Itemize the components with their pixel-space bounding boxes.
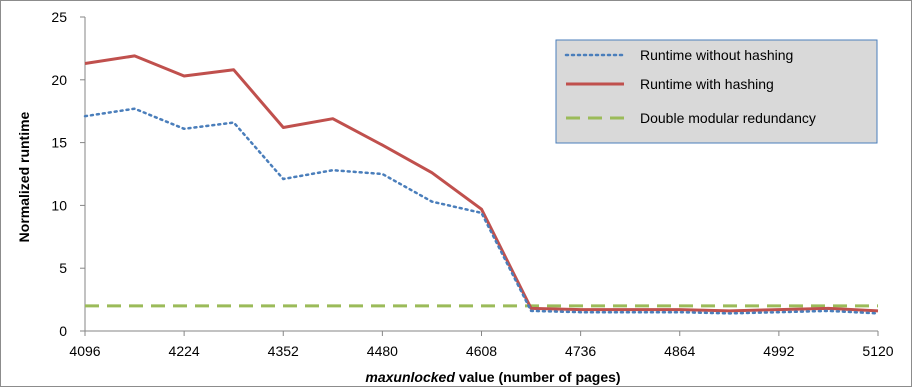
legend-items: Runtime without hashing Runtime with hash… bbox=[564, 47, 816, 126]
y-tick-label: 10 bbox=[51, 197, 67, 213]
y-tick-label: 25 bbox=[51, 9, 67, 25]
x-tick-label: 4480 bbox=[367, 343, 398, 359]
x-tick-label: 4992 bbox=[763, 343, 794, 359]
x-axis: 4096 4224 4352 4480 4608 4736 4864 4992 5120 bbox=[69, 330, 894, 359]
legend-label-1: Runtime without hashing bbox=[640, 47, 793, 63]
y-tick-label: 15 bbox=[51, 135, 67, 151]
x-axis-title-rest: value (number of pages) bbox=[455, 369, 621, 385]
y-axis: 0 5 10 15 20 25 bbox=[51, 9, 86, 339]
y-tick-label: 20 bbox=[51, 72, 67, 88]
legend-label-2: Runtime with hashing bbox=[640, 76, 774, 92]
x-tick-label: 4608 bbox=[466, 343, 497, 359]
series-lines bbox=[83, 54, 880, 315]
x-axis-title: maxunlocked value (number of pages) bbox=[365, 369, 620, 385]
x-tick-label: 5120 bbox=[862, 343, 893, 359]
legend-box bbox=[555, 39, 878, 144]
legend: Runtime without hashing Runtime with hash… bbox=[555, 39, 878, 144]
legend-label-3: Double modular redundancy bbox=[640, 110, 816, 126]
x-tick-label: 4864 bbox=[664, 343, 695, 359]
x-tick-label: 4736 bbox=[565, 343, 596, 359]
y-axis-title: Normalized runtime bbox=[16, 111, 32, 242]
y-tick-label: 0 bbox=[59, 323, 67, 339]
series-line-1 bbox=[83, 107, 880, 315]
x-tick-label: 4096 bbox=[69, 343, 100, 359]
x-tick-label: 4224 bbox=[169, 343, 200, 359]
y-tick-label: 5 bbox=[59, 260, 67, 276]
x-axis-title-italic: maxunlocked bbox=[365, 369, 455, 385]
x-tick-label: 4352 bbox=[268, 343, 299, 359]
series-line-2 bbox=[84, 54, 879, 313]
